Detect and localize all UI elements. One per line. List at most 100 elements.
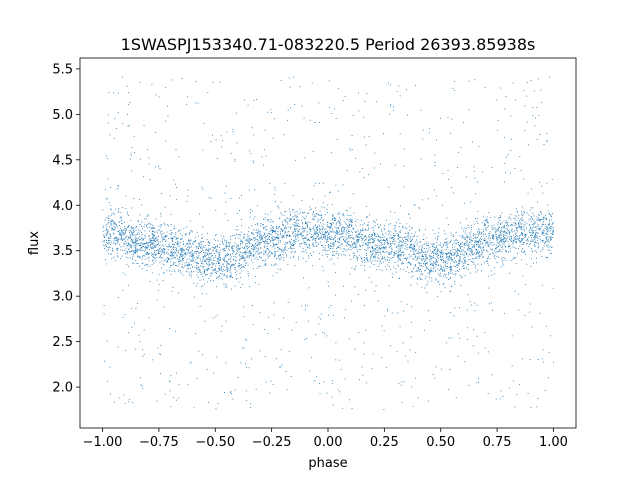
- data-point: [260, 242, 262, 243]
- data-point: [542, 229, 544, 231]
- data-point: [289, 219, 291, 221]
- data-point: [332, 243, 333, 245]
- data-point: [179, 253, 181, 255]
- data-point: [452, 254, 454, 256]
- data-point: [434, 261, 436, 263]
- data-point: [338, 238, 340, 240]
- data-point: [229, 263, 231, 265]
- data-point: [207, 259, 209, 261]
- data-point: [531, 235, 533, 236]
- data-point: [119, 220, 121, 222]
- data-point: [530, 207, 532, 209]
- data-point: [172, 179, 174, 181]
- data-point: [382, 243, 384, 245]
- data-point: [485, 229, 487, 231]
- data-point: [348, 235, 350, 237]
- data-point: [524, 236, 526, 238]
- data-point: [443, 244, 445, 246]
- data-point: [110, 209, 112, 211]
- data-point: [381, 231, 383, 233]
- data-point: [263, 227, 265, 229]
- data-point: [120, 223, 122, 225]
- data-point: [538, 220, 540, 222]
- data-point: [214, 269, 215, 271]
- data-point: [437, 295, 439, 297]
- data-point: [271, 240, 273, 242]
- data-point: [247, 240, 248, 242]
- data-point: [149, 230, 151, 232]
- data-point: [336, 227, 338, 229]
- data-point: [265, 251, 266, 253]
- data-point: [171, 237, 173, 239]
- data-point: [272, 229, 274, 231]
- data-point: [316, 242, 318, 244]
- data-point: [522, 241, 524, 243]
- data-point: [479, 231, 481, 233]
- data-point: [246, 339, 248, 341]
- data-point: [328, 226, 330, 228]
- data-point: [319, 224, 321, 226]
- data-point: [419, 257, 421, 259]
- data-point: [114, 401, 116, 403]
- data-point: [230, 198, 232, 200]
- data-point: [529, 228, 531, 230]
- data-point: [311, 236, 313, 238]
- data-point: [207, 253, 209, 255]
- data-point: [322, 223, 324, 225]
- data-point: [251, 239, 253, 241]
- data-point: [276, 243, 278, 245]
- data-point: [399, 249, 401, 251]
- data-point: [217, 251, 219, 253]
- data-point: [352, 247, 354, 249]
- data-point: [491, 235, 493, 237]
- data-point: [464, 267, 466, 269]
- data-point: [278, 268, 280, 270]
- data-point: [495, 231, 497, 233]
- data-point: [434, 250, 435, 252]
- data-point: [441, 258, 443, 260]
- data-point: [434, 189, 435, 191]
- data-point: [372, 260, 374, 262]
- data-point: [502, 245, 504, 247]
- data-point: [132, 402, 134, 403]
- data-point: [229, 249, 231, 251]
- data-point: [344, 231, 346, 233]
- data-point: [342, 184, 344, 186]
- data-point: [227, 219, 229, 221]
- data-point: [454, 248, 456, 250]
- data-point: [541, 233, 543, 235]
- data-point: [290, 244, 292, 246]
- data-point: [293, 244, 294, 246]
- data-point: [265, 381, 267, 383]
- data-point: [320, 313, 322, 315]
- data-point: [155, 131, 156, 133]
- data-point: [233, 259, 235, 261]
- data-point: [103, 313, 105, 315]
- data-point: [223, 283, 225, 285]
- data-point: [270, 229, 272, 231]
- data-point: [440, 260, 442, 262]
- data-point: [273, 227, 274, 229]
- data-point: [221, 268, 223, 270]
- data-point: [428, 273, 430, 275]
- data-point: [419, 263, 421, 265]
- data-point: [240, 219, 242, 221]
- data-point: [151, 231, 153, 232]
- data-point: [464, 275, 466, 277]
- data-point: [277, 236, 279, 238]
- data-point: [521, 248, 523, 250]
- data-point: [415, 84, 417, 86]
- data-point: [304, 157, 306, 159]
- data-point: [142, 228, 143, 230]
- data-point: [341, 236, 343, 238]
- data-point: [161, 251, 163, 253]
- data-point: [395, 271, 397, 273]
- data-point: [402, 251, 404, 253]
- data-point: [509, 245, 511, 247]
- data-point: [316, 226, 318, 228]
- data-point: [399, 268, 401, 270]
- data-point: [189, 255, 191, 257]
- data-point: [257, 239, 259, 241]
- data-point: [296, 234, 298, 236]
- data-point: [356, 231, 358, 233]
